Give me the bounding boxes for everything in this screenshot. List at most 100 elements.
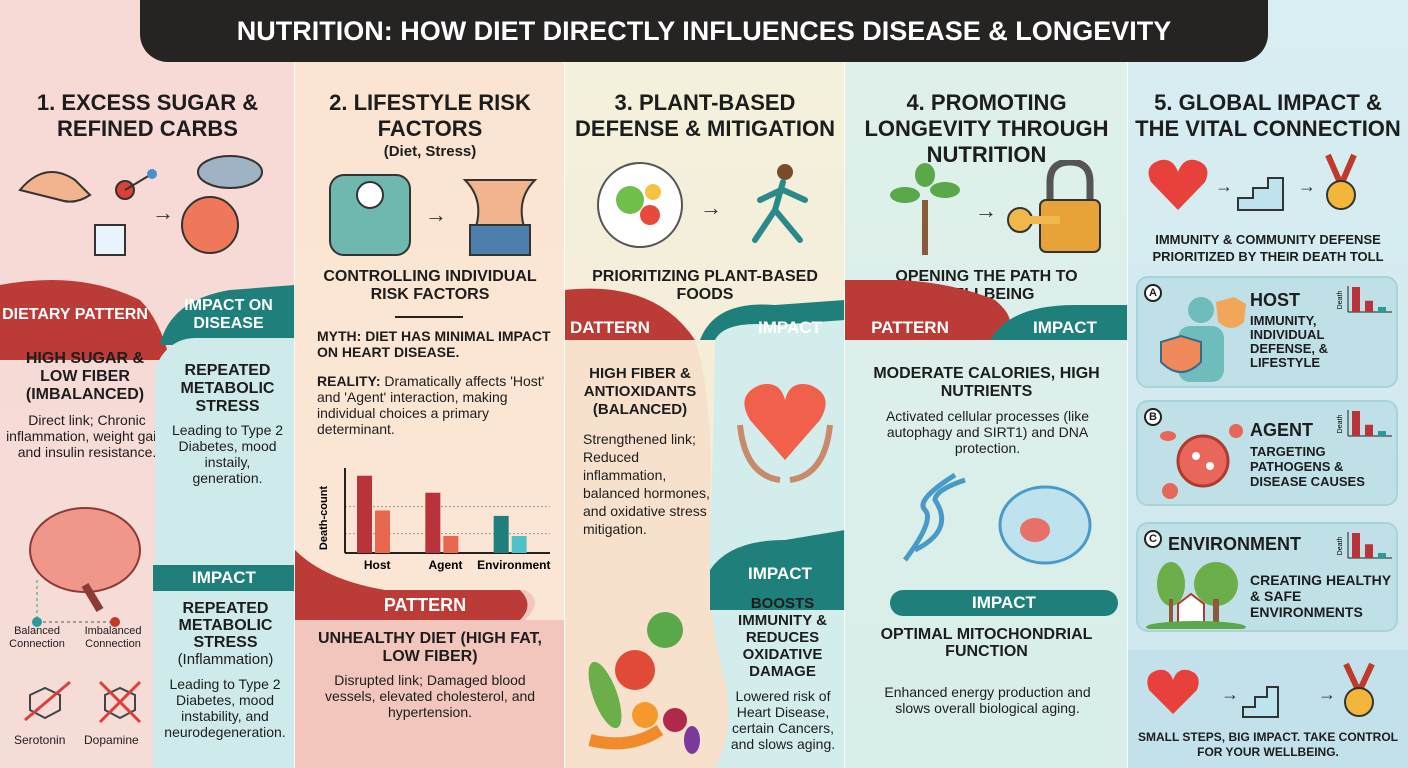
arrow-right-icon: → (700, 195, 722, 220)
bar-environment (511, 536, 527, 553)
section-title: CONTROLLING INDIVIDUAL RISK FACTORS (323, 268, 537, 303)
heart-in-hands-icon (737, 384, 833, 483)
impact-label: IMPACT (1033, 318, 1097, 337)
impact2-sub: (Inflammation) (177, 651, 274, 668)
arrow-right-icon: → (152, 200, 174, 225)
impact2-text: Leading to Type 2 Diabetes, mood instabi… (164, 676, 286, 740)
bar-host (357, 475, 372, 553)
impact2-label: IMPACT (890, 590, 1118, 616)
card-letter: A (1144, 284, 1162, 302)
pattern-title: HIGH SUGAR & LOW FIBER (IMBALANCED) (25, 350, 145, 403)
crossed-molecules-icon (24, 680, 142, 724)
bar-environment (493, 515, 509, 553)
dopamine-label: Dopamine (84, 733, 139, 747)
column-excess-sugar: 1. EXCESS SUGAR & REFINED CARBS → DIETAR… (0, 0, 295, 768)
arrow-right-icon: → (975, 198, 997, 223)
serotonin-label: Serotonin (14, 733, 66, 747)
card-title: ENVIRONMENT (1168, 534, 1302, 554)
runner-icon (752, 164, 808, 243)
x-tick-label: Agent (429, 558, 463, 572)
impact-title: REPEATED METABOLIC STRESS (180, 362, 275, 415)
arrow-right-icon: → (1318, 684, 1336, 704)
virus-icon (1160, 424, 1243, 499)
sad-face-icon (181, 196, 239, 254)
mini-death-chart: Death (1337, 532, 1392, 559)
impact2-title: BOOSTS IMMUNITY & REDUCES OXIDATIVE DAMA… (738, 595, 827, 680)
mini-bar (1378, 307, 1386, 312)
pattern-title: MODERATE CALORIES, HIGH NUTRIENTS (873, 365, 1100, 400)
column-plant-based: 3. PLANT-BASED DEFENSE & MITIGATION → PR… (565, 0, 845, 768)
brain-icon (29, 507, 141, 627)
death-count-bar-chart: Death-count Host Agent Environment (318, 468, 551, 572)
heart-icon (1147, 669, 1199, 714)
medal-icon (1343, 662, 1375, 717)
section-subtitle: Prioritized by their death toll (1152, 249, 1384, 264)
scale-icon (329, 174, 411, 256)
key-lock-icon (1007, 160, 1101, 253)
column-heading: 1. EXCESS SUGAR & REFINED CARBS (36, 90, 259, 141)
hand-sugar-cube-icon: → (18, 155, 263, 256)
section-title: PRIORITIZING PLANT-BASED FOODS (592, 268, 818, 303)
medal-icon (1325, 153, 1357, 210)
card-text: IMMUNITY, INDIVIDUAL DEFENSE, & LIFESTYL… (1250, 313, 1329, 370)
mini-bar (1352, 411, 1360, 436)
mini-chart-label: Death (1337, 537, 1344, 556)
pattern-label: PATTERN (383, 594, 467, 615)
arrow-right-icon: → (1215, 176, 1233, 196)
impact-text: Leading to Type 2 Diabetes, mood instail… (171, 422, 284, 486)
impact-label: IMPACT (758, 318, 822, 337)
myth-text: MYTH: DIET HAS MINIMAL IMPACT ON HEART D… (317, 328, 551, 360)
pattern-title: UNHEALTHY DIET (HIGH FAT, LOW FIBER) (318, 630, 542, 665)
mini-bar (1365, 544, 1373, 558)
section-title: IMMUNITY & COMMUNITY DEFENSE (1155, 232, 1381, 247)
card-letter: B (1144, 408, 1162, 426)
mini-chart-label: Death (1337, 291, 1344, 310)
footer-banner: → → SMALL STEPS, BIG IMPACT. TAKE CONTRO… (1128, 650, 1408, 768)
mini-chart-label: Death (1337, 415, 1344, 434)
footer-text: SMALL STEPS, BIG IMPACT. TAKE CONTROL FO… (1137, 730, 1398, 759)
card-title: HOST (1250, 290, 1301, 310)
pattern-text: Disrupted link; Damaged blood vessels, e… (324, 672, 536, 720)
mini-bar (1365, 300, 1373, 312)
x-tick-label: Host (364, 558, 391, 572)
pattern-text: Strengthened link; Reduced inflammation,… (583, 431, 710, 537)
column-subheading: (Diet, Stress) (383, 143, 477, 160)
mini-bar (1378, 553, 1386, 558)
mini-bar (1352, 533, 1360, 558)
tree-icon (890, 163, 960, 255)
host-card: A HOST IMMUNITY, INDIVIDUAL DEFENSE, & L… (1136, 276, 1398, 388)
column-global-impact: 5. GLOBAL IMPACT & THE VITAL CONNECTION … (1128, 0, 1408, 768)
impact2-text: Enhanced energy production and slows ove… (884, 684, 1091, 716)
card-text: TARGETING PATHOGENS & DISEASE CAUSES (1250, 444, 1365, 489)
mini-bar (1352, 287, 1360, 312)
stairs-shoe-icon (1242, 686, 1279, 718)
column-lifestyle-risk: 2. LIFESTYLE RISK FACTORS (Diet, Stress)… (295, 0, 565, 768)
balanced-connection-label: Balanced Connection (9, 625, 65, 650)
heart-icon (1148, 159, 1208, 210)
impact-on-disease-label: IMPACT ON DISEASE (184, 297, 273, 332)
x-tick-label: Environment (477, 558, 550, 572)
vegetables-icon (588, 612, 700, 754)
impact2-text: Lowered risk of Heart Disease, certain C… (730, 688, 836, 752)
impact2-label: IMPACT (748, 564, 812, 583)
pattern-text: Direct link; Chronic inflammation, weigh… (6, 412, 168, 460)
card-title: AGENT (1250, 420, 1313, 440)
card-text: CREATING HEALTHY & SAFE ENVIRONMENTS (1250, 572, 1391, 620)
bar-agent (425, 492, 441, 553)
mini-bar (1365, 424, 1373, 436)
pattern-label: PATTERN (871, 318, 949, 337)
column-heading: 5. GLOBAL IMPACT & THE VITAL CONNECTION (1135, 90, 1401, 141)
column-heading: 3. PLANT-BASED DEFENSE & MITIGATION (575, 90, 835, 141)
stairs-icon (1237, 177, 1284, 211)
page-title: NUTRITION: HOW DIET DIRECTLY INFLUENCES … (140, 0, 1268, 62)
column-heading: 4. PROMOTING LONGEVITY THROUGH NUTRITION (864, 90, 1109, 167)
pattern-text: Activated cellular processes (like autop… (885, 408, 1090, 456)
mini-bar (1378, 431, 1386, 436)
mini-death-chart: Death (1337, 410, 1392, 437)
card-letter: C (1144, 530, 1162, 548)
dietary-pattern-label: DIETARY PATTERN (2, 306, 148, 323)
bar-agent (443, 536, 459, 553)
impact2-title: OPTIMAL MITOCHONDRIAL FUNCTION (880, 626, 1093, 660)
impact2-title: REPEATED METABOLIC STRESS (178, 600, 273, 651)
pattern-title: HIGH FIBER & ANTIOXIDANTS (BALANCED) (583, 365, 697, 418)
